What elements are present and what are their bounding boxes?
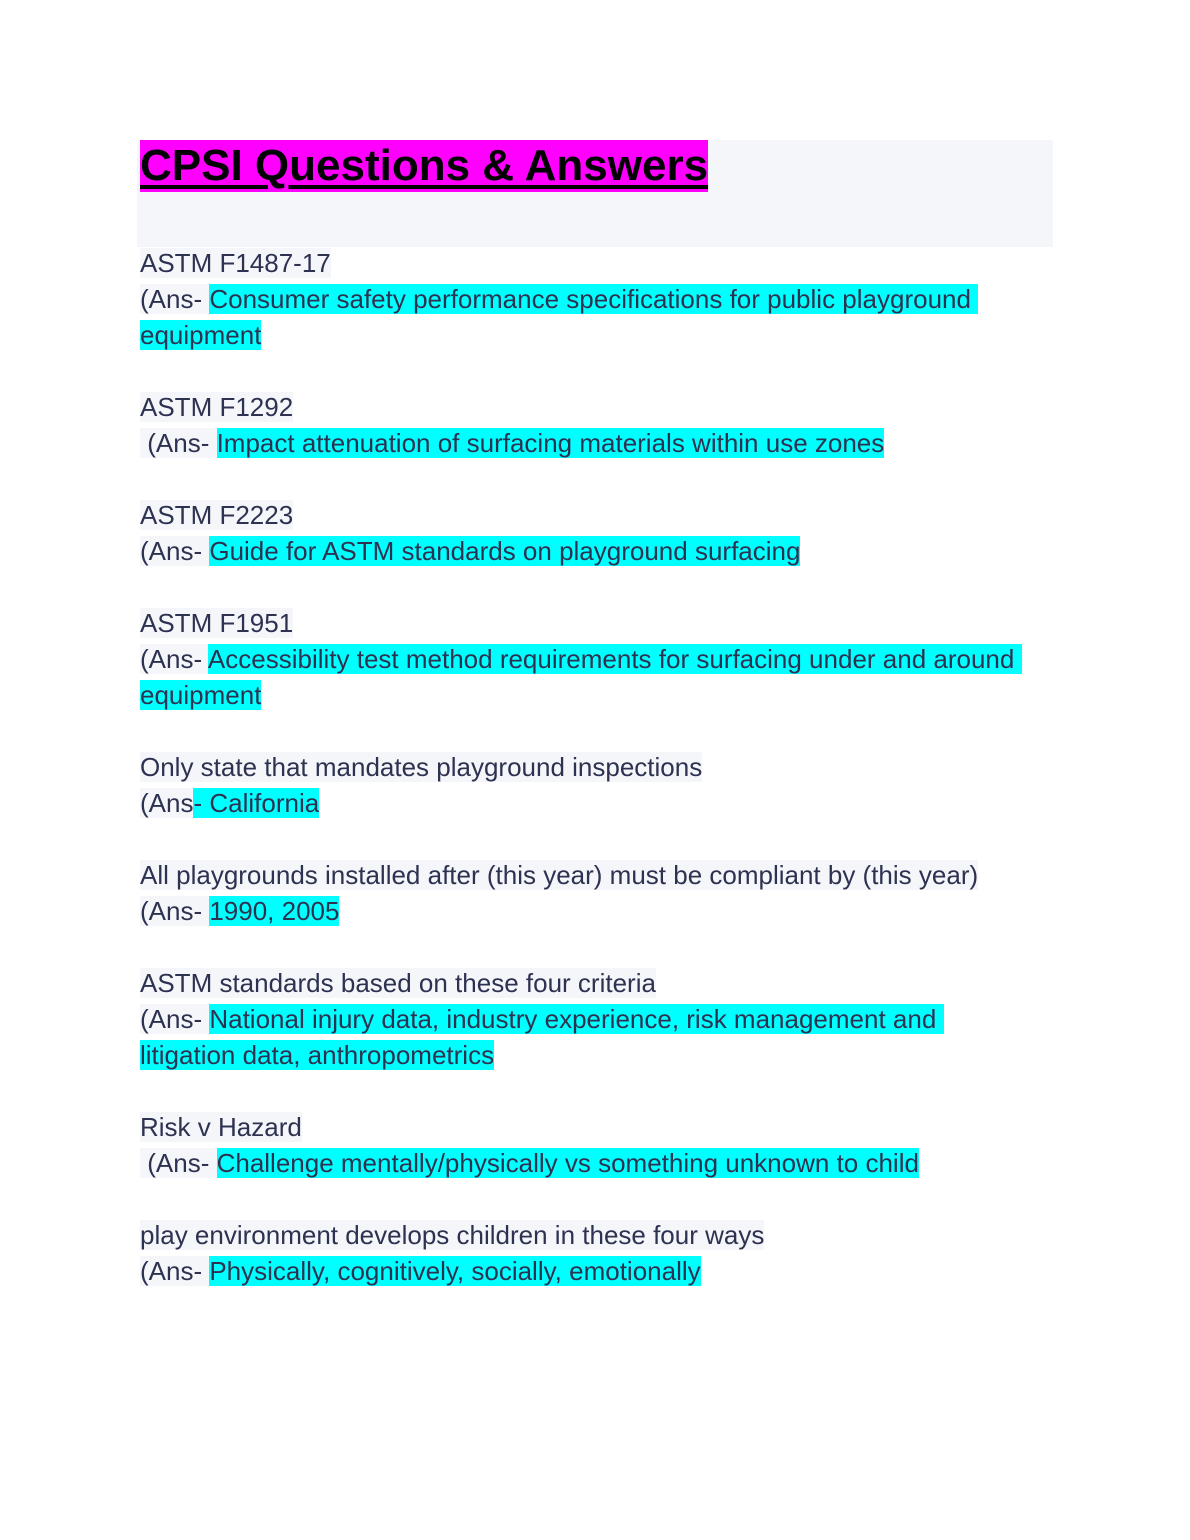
question: ASTM F2223 xyxy=(140,497,1025,533)
answer-text: Impact attenuation of surfacing material… xyxy=(216,428,885,458)
answer: (Ans- 1990, 2005 xyxy=(140,893,1025,929)
answer-prefix: (Ans- xyxy=(140,428,217,458)
qa-item: ASTM F1487-17 (Ans- Consumer safety perf… xyxy=(140,245,1025,353)
question: ASTM F1951 xyxy=(140,605,1025,641)
question: Risk v Hazard xyxy=(140,1109,1025,1145)
answer: (Ans- Guide for ASTM standards on playgr… xyxy=(140,533,1025,569)
qa-item: ASTM standards based on these four crite… xyxy=(140,965,1025,1073)
answer: (Ans- Challenge mentally/physically vs s… xyxy=(140,1145,1025,1181)
answer-prefix: (Ans- xyxy=(140,1256,210,1286)
answer-text: Challenge mentally/physically vs somethi… xyxy=(216,1148,919,1178)
qa-item: Only state that mandates playground insp… xyxy=(140,749,1025,821)
answer: (Ans- Physically, cognitively, socially,… xyxy=(140,1253,1025,1289)
qa-item: play environment develops children in th… xyxy=(140,1217,1025,1289)
answer-text: - California xyxy=(193,788,320,818)
answer-text: Consumer safety performance specificatio… xyxy=(140,284,979,350)
answer-prefix: (Ans- xyxy=(140,1004,210,1034)
answer-text: 1990, 2005 xyxy=(209,896,340,926)
question-text: ASTM standards based on these four crite… xyxy=(140,968,656,998)
question-text: ASTM F1487-17 xyxy=(140,248,331,278)
qa-item: Risk v Hazard (Ans- Challenge mentally/p… xyxy=(140,1109,1025,1181)
answer-prefix: (Ans- xyxy=(140,1148,217,1178)
question: All playgrounds installed after (this ye… xyxy=(140,857,1025,893)
answer-prefix: (Ans- xyxy=(140,536,210,566)
answer-text: Guide for ASTM standards on playground s… xyxy=(209,536,801,566)
question-text: All playgrounds installed after (this ye… xyxy=(140,860,979,890)
answer-prefix: (Ans- xyxy=(140,284,210,314)
question-text: ASTM F2223 xyxy=(140,500,294,530)
document-title: CPSI Questions & Answers xyxy=(140,140,709,192)
qa-list: ASTM F1487-17 (Ans- Consumer safety perf… xyxy=(140,245,1025,1325)
question: play environment develops children in th… xyxy=(140,1217,1025,1253)
answer-text: National injury data, industry experienc… xyxy=(140,1004,944,1070)
question: ASTM standards based on these four crite… xyxy=(140,965,1025,1001)
answer-prefix: (Ans- xyxy=(140,896,210,926)
question-text: play environment develops children in th… xyxy=(140,1220,765,1250)
answer-text: Accessibility test method requirements f… xyxy=(140,644,1022,710)
qa-item: ASTM F1292 (Ans- Impact attenuation of s… xyxy=(140,389,1025,461)
qa-item: ASTM F1951 (Ans- Accessibility test meth… xyxy=(140,605,1025,713)
question: Only state that mandates playground insp… xyxy=(140,749,1025,785)
question-text: ASTM F1292 xyxy=(140,392,294,422)
answer-text: Physically, cognitively, socially, emoti… xyxy=(209,1256,701,1286)
question: ASTM F1487-17 xyxy=(140,245,1025,281)
answer: (Ans- Impact attenuation of surfacing ma… xyxy=(140,425,1025,461)
answer: (Ans- Accessibility test method requirem… xyxy=(140,641,1025,713)
question-text: Risk v Hazard xyxy=(140,1112,302,1142)
answer: (Ans- National injury data, industry exp… xyxy=(140,1001,1025,1073)
question: ASTM F1292 xyxy=(140,389,1025,425)
qa-item: All playgrounds installed after (this ye… xyxy=(140,857,1025,929)
qa-item: ASTM F2223 (Ans- Guide for ASTM standard… xyxy=(140,497,1025,569)
answer: (Ans- California xyxy=(140,785,1025,821)
question-text: ASTM F1951 xyxy=(140,608,294,638)
answer-prefix: (Ans xyxy=(140,788,194,818)
answer: (Ans- Consumer safety performance specif… xyxy=(140,281,1025,353)
question-text: Only state that mandates playground insp… xyxy=(140,752,703,782)
answer-prefix: (Ans- xyxy=(140,644,208,674)
